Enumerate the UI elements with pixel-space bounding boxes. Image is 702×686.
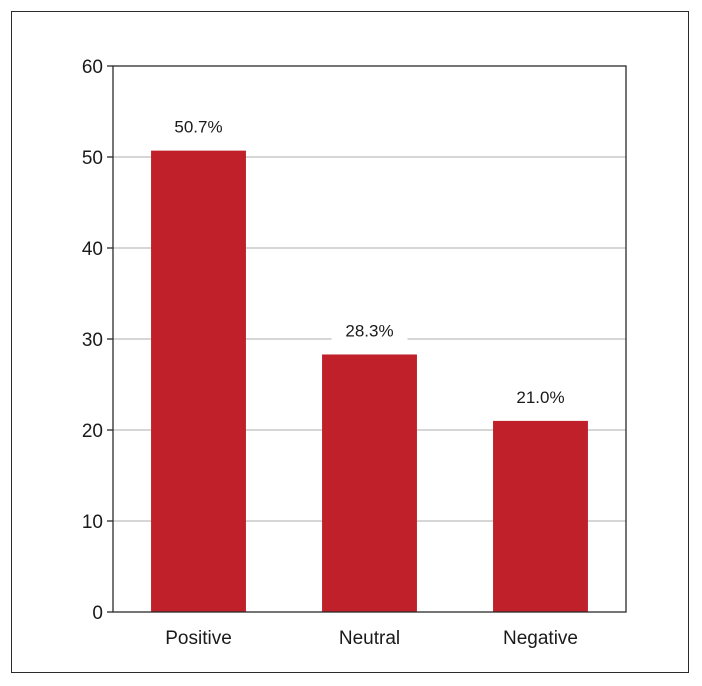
y-tick-label: 60 (82, 57, 103, 78)
x-axis-labels: Positive Neutral Negative (165, 628, 578, 649)
bar-negative (493, 420, 588, 612)
y-tick-label: 10 (82, 512, 103, 533)
data-label-background (502, 384, 579, 407)
y-tick-label: 30 (82, 330, 103, 351)
x-category-label: Neutral (339, 628, 400, 649)
y-tick-label: 20 (82, 421, 103, 442)
y-tick-label: 40 (82, 239, 103, 260)
bars (151, 150, 588, 612)
data-label: 28.3% (345, 321, 393, 340)
x-category-label: Positive (165, 628, 232, 649)
y-axis-ticks: 0 10 20 30 40 50 60 (82, 57, 113, 624)
data-label: 21.0% (516, 388, 564, 407)
data-label-background (331, 318, 408, 341)
y-tick-label: 50 (82, 148, 103, 169)
bar-positive (151, 150, 246, 612)
data-labels: 50.7% 28.3% 21.0% (160, 114, 579, 407)
data-label-background (160, 114, 237, 137)
data-label: 50.7% (174, 118, 222, 137)
x-category-label: Negative (503, 628, 578, 649)
bar-neutral (322, 354, 417, 612)
y-tick-label: 0 (92, 603, 103, 624)
